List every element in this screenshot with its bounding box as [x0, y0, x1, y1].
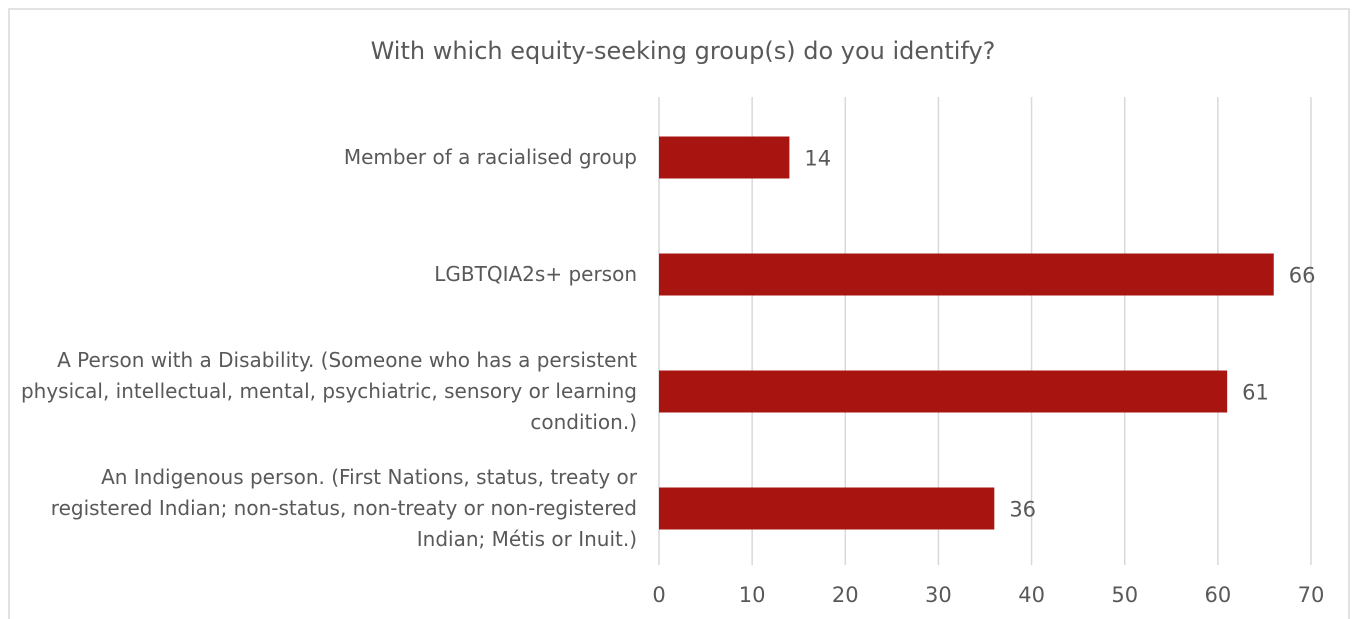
y-tick-label: A Person with a Disability. (Someone who… — [20, 348, 637, 434]
x-tick-label: 70 — [1298, 583, 1325, 607]
x-tick-label: 10 — [739, 583, 766, 607]
bar — [659, 253, 1274, 296]
chart-title: With which equity-seeking group(s) do yo… — [371, 37, 996, 65]
data-label: 66 — [1289, 264, 1316, 288]
chart-border — [8, 8, 1350, 619]
x-tick-label: 30 — [925, 583, 952, 607]
x-tick-label: 40 — [1018, 583, 1045, 607]
x-tick-label: 0 — [652, 583, 665, 607]
bar — [659, 136, 790, 179]
y-tick-label: LGBTQIA2s+ person — [434, 262, 637, 286]
data-label: 61 — [1242, 381, 1269, 405]
data-label: 14 — [804, 147, 831, 171]
bar — [659, 370, 1228, 413]
y-tick-label: An Indigenous person. (First Nations, st… — [50, 465, 637, 551]
y-tick-label: Member of a racialised group — [343, 145, 637, 169]
bar — [659, 487, 995, 530]
data-label: 36 — [1009, 498, 1036, 522]
x-tick-label: 60 — [1204, 583, 1231, 607]
x-tick-label: 50 — [1111, 583, 1138, 607]
x-tick-label: 20 — [832, 583, 859, 607]
